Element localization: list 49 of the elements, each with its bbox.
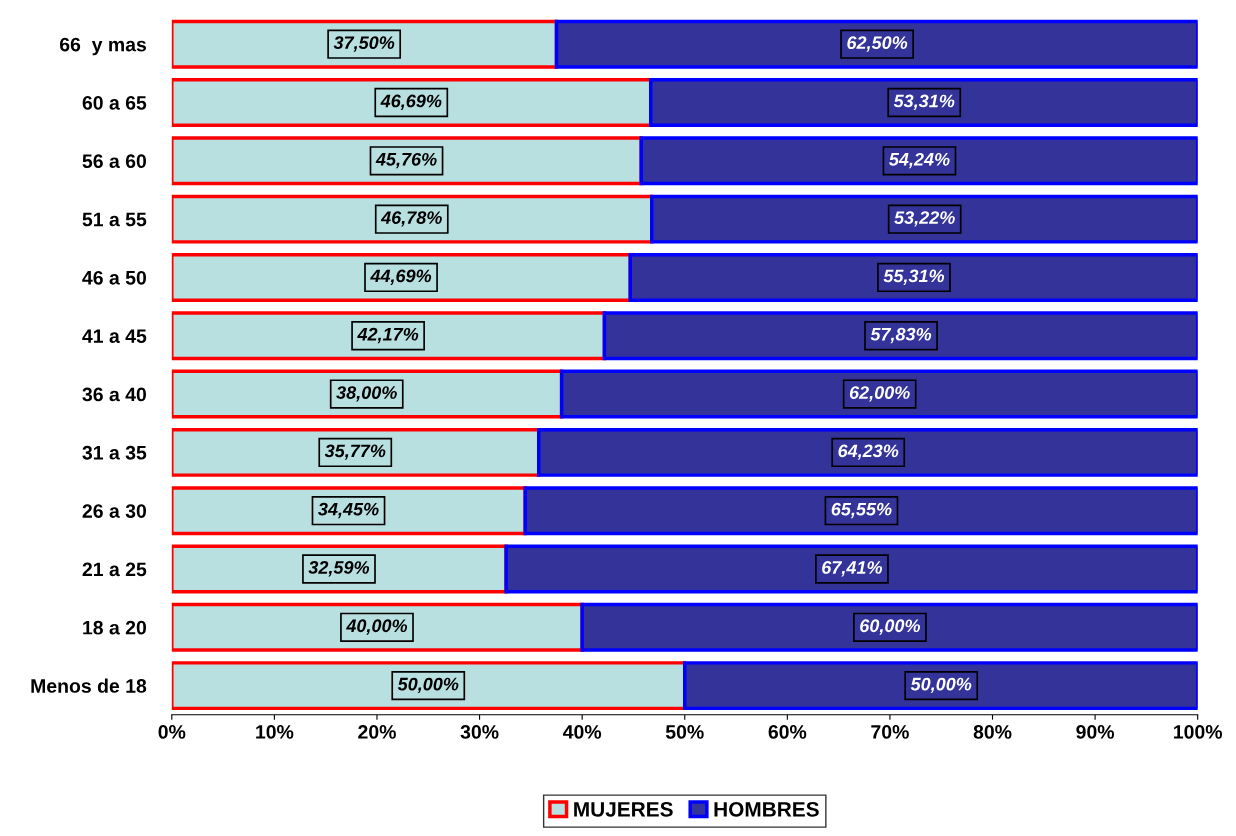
- legend-label: MUJERES: [574, 801, 673, 817]
- data-label: 55,31%: [883, 269, 945, 285]
- x-tick-label: 40%: [562, 725, 602, 739]
- data-label: 50,00%: [910, 677, 972, 694]
- data-label: 62,50%: [847, 36, 908, 52]
- y-tick-label: 18 a 20: [83, 620, 147, 635]
- y-tick-label: 26 a 30: [82, 504, 147, 518]
- data-label: 37,50%: [333, 36, 395, 52]
- data-label: 57,83%: [870, 327, 932, 344]
- data-label: 53,31%: [893, 94, 955, 110]
- data-label: 60,00%: [860, 619, 921, 635]
- data-label: 46,78%: [380, 211, 442, 227]
- legend-label: HOMBRES: [714, 801, 819, 817]
- y-tick-label: 21 a 25: [82, 562, 147, 577]
- data-label: 40,00%: [346, 619, 408, 635]
- data-label: 65,55%: [831, 502, 892, 519]
- x-tick-label: 80%: [973, 725, 1012, 739]
- x-tick-label: 60%: [768, 725, 807, 739]
- y-tick-label: 31 a 35: [82, 445, 147, 460]
- x-tick-label: 0%: [158, 725, 186, 739]
- x-tick-label: 90%: [1076, 725, 1115, 739]
- data-label: 32,59%: [308, 561, 370, 577]
- x-tick-label: 70%: [871, 725, 909, 739]
- data-label: 46,69%: [380, 94, 442, 110]
- x-tick-label: 20%: [358, 725, 396, 739]
- y-tick-label: 51 a 55: [82, 212, 147, 227]
- y-tick-label: 36 a 40: [82, 387, 147, 402]
- data-label: 54,24%: [889, 152, 950, 169]
- data-label: 53,22%: [894, 211, 955, 227]
- y-tick-label: 66 y mas: [59, 37, 147, 56]
- x-tick-label: 100%: [1174, 725, 1223, 739]
- data-label: 50,00%: [397, 677, 459, 694]
- data-label: 44,69%: [370, 269, 432, 285]
- y-tick-label: 41 a 45: [82, 329, 147, 343]
- data-label: 35,77%: [324, 444, 386, 460]
- y-tick-label: 46 a 50: [82, 270, 147, 285]
- x-tick-label: 50%: [665, 725, 704, 739]
- x-tick-label: 30%: [460, 725, 499, 739]
- data-label: 64,23%: [838, 444, 899, 460]
- y-tick-label: Menos de 18: [31, 678, 147, 693]
- data-label: 34,45%: [318, 502, 379, 519]
- y-tick-label: 56 a 60: [82, 154, 147, 169]
- x-tick-label: 10%: [256, 725, 294, 739]
- data-label: 45,76%: [375, 152, 437, 169]
- data-label: 38,00%: [336, 386, 397, 402]
- data-label: 67,41%: [822, 561, 883, 577]
- data-label: 62,00%: [849, 386, 910, 402]
- y-tick-label: 60 a 65: [82, 95, 147, 110]
- data-label: 42,17%: [357, 327, 419, 344]
